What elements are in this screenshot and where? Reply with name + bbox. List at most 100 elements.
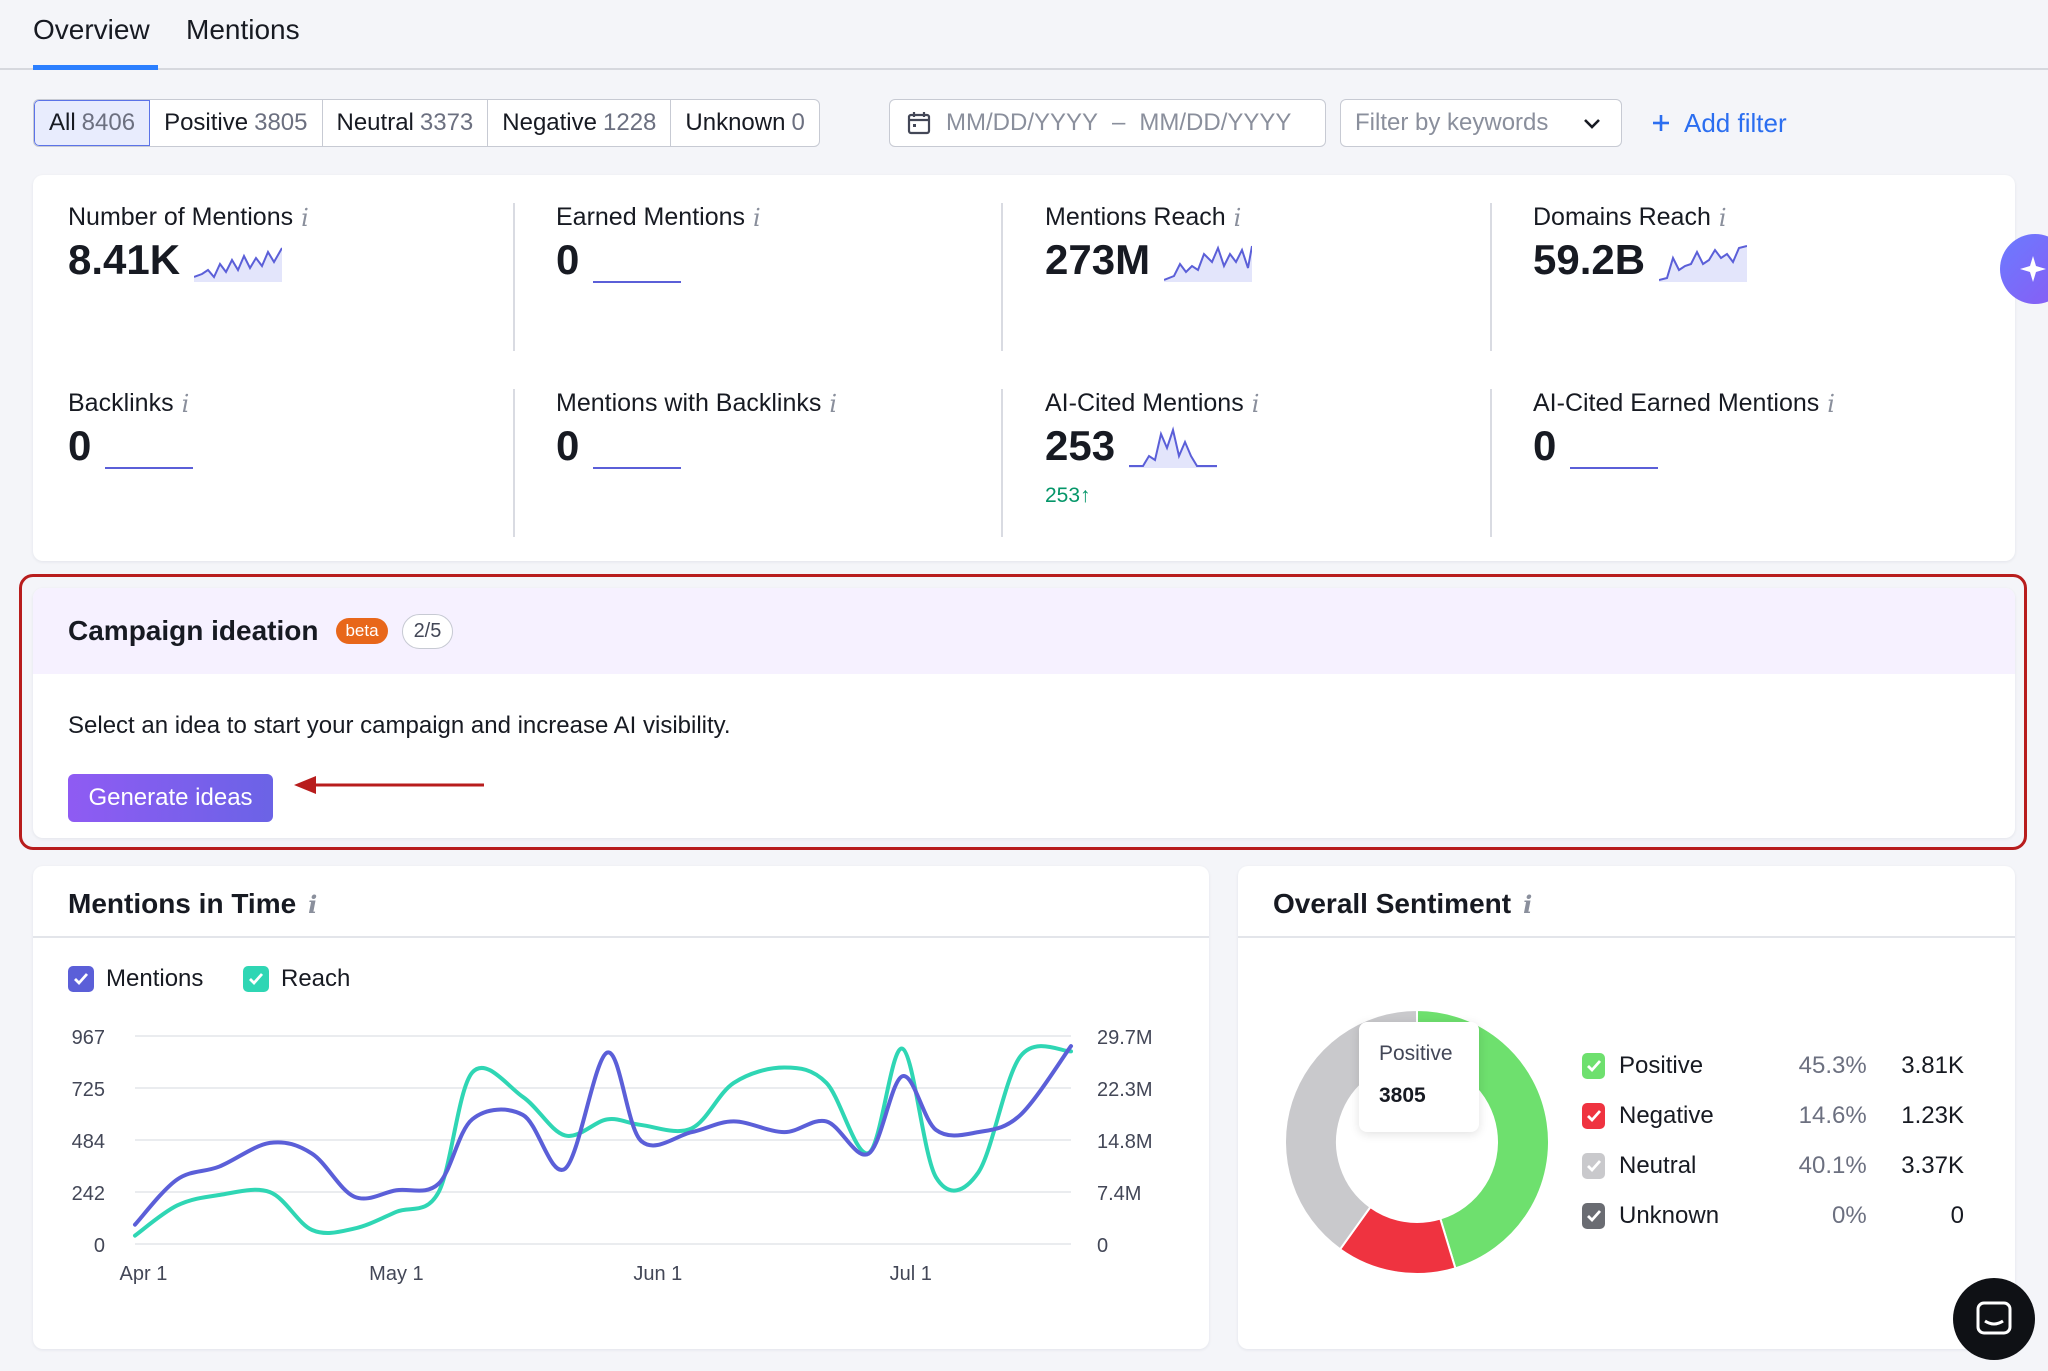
- sentiment-filter-segments: All 8406 Positive 3805 Neutral 3373 Negativ…: [33, 99, 820, 147]
- info-icon[interactable]: i: [1233, 203, 1242, 232]
- sentiment-count: 1.23K: [1901, 1102, 1964, 1129]
- info-icon[interactable]: i: [308, 889, 318, 919]
- sentiment-percent: 0%: [1832, 1202, 1867, 1229]
- sentiment-count: 3.81K: [1901, 1052, 1964, 1079]
- y-right-tick-label: 0: [1097, 1235, 1108, 1257]
- checkbox-checked-icon: [1582, 1153, 1605, 1179]
- metric-label: Mentions with Backlinks: [556, 389, 822, 417]
- calendar-icon: [907, 112, 931, 135]
- divider: [1001, 389, 1003, 537]
- campaign-ideation-card: Campaign ideation beta 2/5 Select an ide…: [33, 588, 2015, 838]
- divider: [1238, 936, 2015, 938]
- metric-value: 0: [1533, 422, 1557, 469]
- metric-value: 0: [556, 422, 580, 469]
- mentions-line-chart: 0 0 242 7.4M 484 14.8M 725 22.3M 967 29.7M Apr 1 Ma…: [72, 1027, 1153, 1285]
- sentiment-row-positive[interactable]: Positive 45.3% 3.81K: [1582, 1049, 1964, 1083]
- metric-label: AI-Cited Earned Mentions: [1533, 389, 1820, 417]
- tab-bar: Overview Mentions: [0, 0, 2048, 70]
- donut-slice-positive[interactable]: [1416, 1008, 1550, 1270]
- y-left-tick-label: 967: [72, 1027, 105, 1049]
- chat-support-button[interactable]: [1953, 1278, 2035, 1360]
- divider: [513, 203, 515, 351]
- segment-label: Unknown: [685, 109, 786, 136]
- legend-toggle-reach[interactable]: Reach: [243, 965, 350, 993]
- campaign-title: Campaign ideation: [68, 615, 319, 646]
- tab-mentions[interactable]: Mentions: [186, 14, 300, 45]
- tab-overview[interactable]: Overview: [33, 14, 158, 70]
- info-icon[interactable]: i: [753, 203, 761, 232]
- metric-value: 59.2B: [1533, 236, 1646, 283]
- divider: [513, 389, 515, 537]
- sparkline: [593, 281, 682, 283]
- divider: [1490, 389, 1492, 537]
- segment-label: Negative: [502, 109, 597, 136]
- segment-label: Positive: [164, 109, 249, 136]
- segment-positive[interactable]: Positive 3805: [150, 100, 323, 146]
- info-icon[interactable]: i: [181, 389, 190, 418]
- info-icon[interactable]: i: [301, 203, 309, 232]
- info-icon[interactable]: i: [829, 389, 838, 418]
- keywords-filter-dropdown[interactable]: Filter by keywords: [1340, 99, 1622, 147]
- series-line-reach: [133, 1044, 1073, 1238]
- segment-all[interactable]: All 8406: [34, 100, 151, 146]
- sentiment-name: Positive: [1619, 1052, 1704, 1079]
- series-line-mentions: [133, 1044, 1073, 1227]
- step-indicator: 2/5: [401, 613, 454, 649]
- sentiment-row-negative[interactable]: Negative 14.6% 1.23K: [1582, 1099, 1964, 1133]
- legend-toggle-mentions[interactable]: Mentions: [68, 965, 203, 993]
- divider: [1490, 203, 1492, 351]
- segment-negative[interactable]: Negative 1228: [488, 100, 672, 146]
- sentiment-percent: 45.3%: [1798, 1052, 1867, 1079]
- info-icon[interactable]: i: [1827, 389, 1835, 418]
- card-title: Mentions in Time: [68, 888, 297, 919]
- segment-unknown[interactable]: Unknown 0: [671, 100, 818, 146]
- info-icon[interactable]: i: [1523, 889, 1533, 919]
- sparkle-icon: [2020, 256, 2046, 282]
- sentiment-name: Negative: [1619, 1102, 1714, 1129]
- y-right-tick-label: 7.4M: [1097, 1183, 1141, 1205]
- segment-label: Neutral: [336, 109, 414, 136]
- tooltip-label: Positive: [1379, 1042, 1453, 1065]
- segment-neutral[interactable]: Neutral 3373: [323, 100, 489, 146]
- metric-ai-cited-mentions: AI-Cited Mentions i 253 253↑: [1045, 389, 1259, 508]
- info-icon[interactable]: i: [1718, 203, 1727, 232]
- metric-domains-reach: Domains Reach i 59.2B: [1533, 203, 1748, 284]
- add-filter-button[interactable]: Add filter: [1650, 104, 1787, 142]
- generate-ideas-button[interactable]: Generate ideas: [68, 774, 273, 822]
- metric-ai-cited-earned-mentions: AI-Cited Earned Mentions i 0: [1533, 389, 1835, 470]
- ai-assistant-button[interactable]: [2000, 234, 2048, 304]
- sentiment-percent: 14.6%: [1798, 1102, 1867, 1129]
- sentiment-name: Neutral: [1619, 1152, 1697, 1179]
- checkbox-checked-icon: [1582, 1053, 1605, 1079]
- chat-icon: [1976, 1301, 2012, 1335]
- x-tick-label: Jun 1: [633, 1263, 682, 1285]
- sentiment-count: 0: [1950, 1202, 1964, 1229]
- donut-slice-neutral[interactable]: [1284, 1008, 1418, 1251]
- metric-label: AI-Cited Mentions: [1045, 389, 1244, 417]
- legend-label: Reach: [281, 965, 351, 992]
- y-right-tick-label: 29.7M: [1097, 1027, 1153, 1049]
- legend-label: Mentions: [106, 965, 204, 992]
- chevron-down-icon: [1584, 119, 1600, 129]
- metrics-card: Number of Mentions i 8.41K Earned Mention…: [33, 175, 2015, 561]
- sentiment-percent: 40.1%: [1798, 1152, 1867, 1179]
- donut-tooltip: Positive 3805: [1359, 1022, 1479, 1132]
- checkbox-checked-icon: [243, 966, 269, 992]
- sparkline: [1570, 467, 1659, 469]
- add-filter-label: Add filter: [1684, 107, 1787, 138]
- metric-mentions-reach: Mentions Reach i 273M: [1045, 203, 1253, 284]
- plus-icon: [1653, 115, 1669, 131]
- highlight-frame: [19, 574, 2027, 850]
- metric-label: Earned Mentions: [556, 203, 746, 231]
- sparkline: [1659, 245, 1748, 282]
- info-icon[interactable]: i: [1251, 389, 1260, 418]
- metric-value: 0: [68, 422, 92, 469]
- date-end: MM/DD/YYYY: [1139, 109, 1292, 136]
- date-range-picker[interactable]: MM/DD/YYYY – MM/DD/YYYY: [889, 99, 1326, 147]
- sentiment-count: 3.37K: [1901, 1152, 1964, 1179]
- sentiment-row-unknown[interactable]: Unknown 0% 0: [1582, 1199, 1964, 1233]
- sentiment-name: Unknown: [1619, 1202, 1720, 1229]
- beta-badge: beta: [336, 618, 388, 644]
- y-left-tick-label: 0: [94, 1235, 105, 1257]
- sentiment-row-neutral[interactable]: Neutral 40.1% 3.37K: [1582, 1149, 1964, 1183]
